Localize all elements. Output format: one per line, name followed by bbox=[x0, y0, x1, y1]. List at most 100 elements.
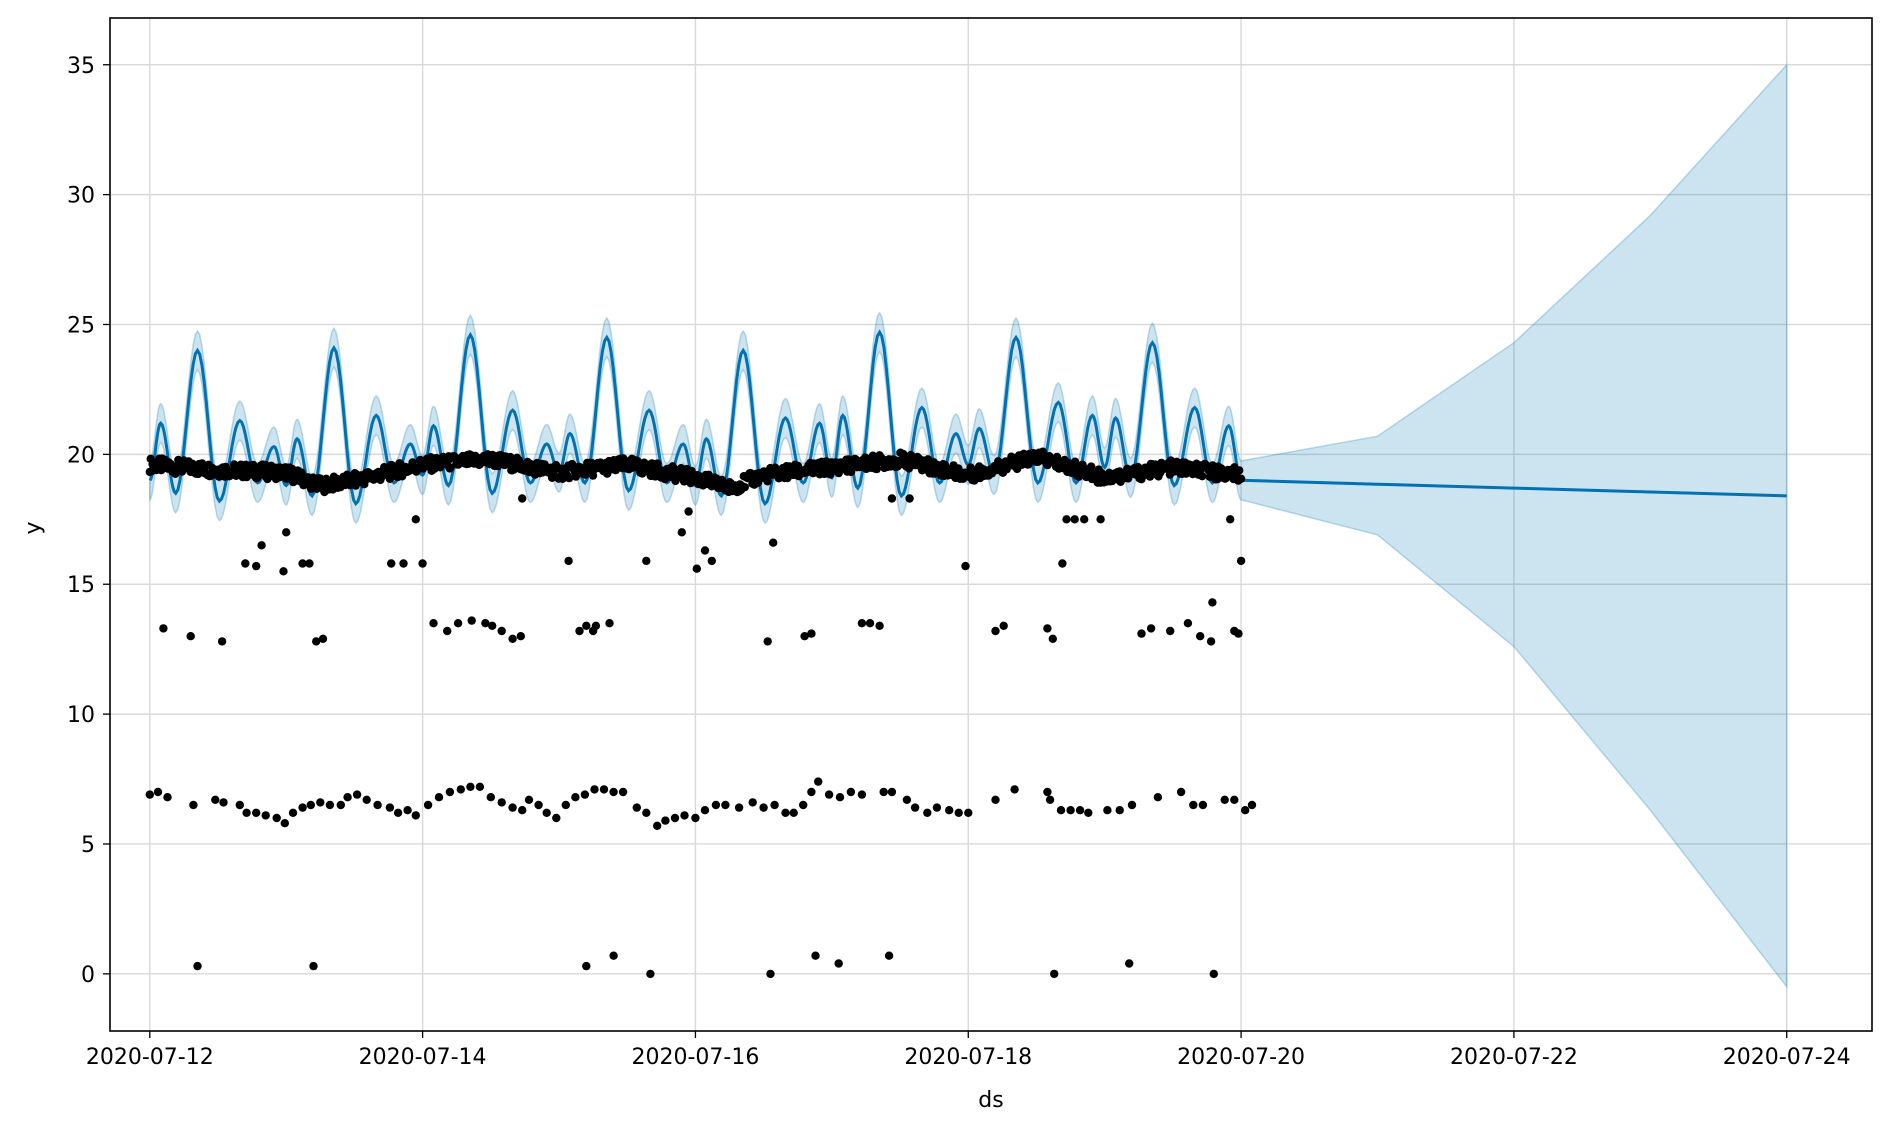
observed-point bbox=[1010, 785, 1019, 794]
y-tick-label: 25 bbox=[67, 313, 95, 338]
observed-point bbox=[575, 626, 584, 636]
observed-point bbox=[445, 787, 455, 797]
y-tick-label: 5 bbox=[81, 833, 95, 858]
observed-point bbox=[677, 528, 686, 537]
observed-point bbox=[834, 959, 843, 968]
observed-point bbox=[1043, 624, 1052, 633]
observed-point bbox=[599, 785, 609, 794]
observed-point bbox=[1080, 515, 1089, 524]
observed-point bbox=[700, 806, 710, 815]
observed-point bbox=[524, 795, 534, 804]
axes bbox=[109, 17, 1873, 1032]
observed-point bbox=[692, 564, 701, 573]
observed-point bbox=[590, 785, 599, 794]
observed-point bbox=[846, 467, 856, 477]
observed-point bbox=[1045, 795, 1055, 804]
observed-point bbox=[211, 795, 220, 804]
observed-point bbox=[518, 806, 527, 815]
observed-point bbox=[306, 800, 315, 810]
observed-point bbox=[781, 808, 790, 817]
observed-point bbox=[552, 813, 561, 823]
x-tick-label: 2020-07-16 bbox=[632, 1045, 760, 1070]
observed-point bbox=[1198, 472, 1207, 481]
x-tick-label: 2020-07-14 bbox=[359, 1045, 487, 1070]
observed-point bbox=[279, 567, 288, 576]
observed-point bbox=[1048, 634, 1058, 643]
observed-point bbox=[565, 473, 574, 483]
observed-point bbox=[879, 787, 888, 797]
observed-point bbox=[923, 808, 932, 817]
observed-point bbox=[1235, 466, 1244, 475]
observed-point bbox=[910, 803, 920, 812]
observed-point bbox=[186, 632, 195, 641]
observed-point bbox=[642, 556, 651, 566]
observed-point bbox=[653, 821, 662, 830]
observed-point bbox=[691, 813, 700, 823]
observed-point bbox=[456, 785, 465, 794]
observed-point bbox=[219, 798, 228, 807]
observed-point bbox=[700, 546, 710, 555]
observed-point bbox=[999, 621, 1008, 630]
observed-point bbox=[857, 790, 867, 799]
observed-point bbox=[443, 626, 452, 636]
observed-point bbox=[261, 811, 270, 820]
observed-point bbox=[272, 813, 281, 823]
observed-point bbox=[846, 787, 856, 797]
observed-point bbox=[1234, 629, 1243, 638]
observed-point bbox=[475, 782, 485, 791]
observed-point bbox=[1127, 800, 1137, 810]
observed-point bbox=[217, 637, 227, 646]
observed-point bbox=[580, 790, 590, 799]
observed-point bbox=[1137, 629, 1146, 638]
observed-point bbox=[385, 803, 395, 812]
observed-point bbox=[884, 951, 894, 960]
x-tick-label: 2020-07-18 bbox=[904, 1045, 1032, 1070]
observed-point bbox=[707, 556, 716, 566]
observed-point bbox=[235, 800, 244, 810]
observed-point bbox=[1043, 787, 1052, 797]
observed-point bbox=[411, 811, 420, 820]
observed-point bbox=[316, 798, 325, 807]
observed-point bbox=[1198, 800, 1208, 810]
observed-point bbox=[887, 494, 897, 503]
observed-point bbox=[763, 637, 772, 646]
observed-point bbox=[1075, 806, 1085, 815]
observed-point bbox=[488, 621, 497, 630]
observed-point bbox=[961, 561, 970, 571]
observed-point bbox=[1176, 787, 1186, 797]
observed-point bbox=[325, 800, 335, 810]
observed-point bbox=[632, 803, 641, 812]
observed-point bbox=[153, 787, 163, 797]
observed-point bbox=[618, 787, 628, 797]
x-tick-label: 2020-07-20 bbox=[1177, 1045, 1305, 1070]
observed-point bbox=[1125, 959, 1134, 968]
observed-point bbox=[534, 800, 543, 810]
observed-point bbox=[403, 806, 412, 815]
observed-point bbox=[193, 961, 202, 971]
observed-point bbox=[1226, 515, 1235, 524]
observed-point bbox=[807, 787, 816, 797]
y-axis-label: y bbox=[21, 521, 46, 534]
observed-point bbox=[868, 451, 878, 460]
observed-point bbox=[991, 795, 1000, 804]
observed-point bbox=[252, 808, 261, 817]
observed-point bbox=[362, 795, 371, 804]
observed-point bbox=[1230, 795, 1239, 804]
x-axis-label: ds bbox=[978, 1088, 1003, 1113]
observed-point bbox=[516, 632, 525, 641]
observed-point bbox=[945, 806, 954, 815]
observed-point bbox=[242, 808, 251, 817]
observed-point bbox=[887, 787, 897, 797]
observed-point bbox=[646, 969, 655, 979]
observed-point bbox=[766, 969, 775, 979]
observed-point bbox=[1096, 515, 1105, 524]
observed-point bbox=[770, 800, 779, 810]
observed-point bbox=[1236, 474, 1246, 483]
observed-point bbox=[769, 538, 778, 547]
observed-point bbox=[906, 450, 916, 460]
observed-point bbox=[423, 800, 433, 810]
observed-point bbox=[571, 472, 581, 481]
x-tick-label: 2020-07-22 bbox=[1450, 1045, 1578, 1070]
observed-point bbox=[1115, 806, 1124, 815]
